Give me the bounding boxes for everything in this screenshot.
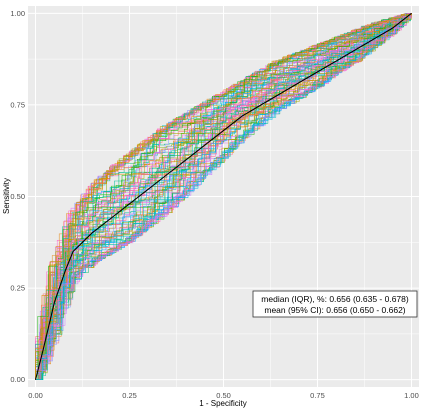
- bootstrap-roc-curve: [35, 13, 412, 380]
- bootstrap-roc-curve: [35, 13, 412, 380]
- bootstrap-roc-curve: [35, 13, 412, 380]
- bootstrap-roc-curve: [35, 13, 412, 380]
- y-tick-label: 0.00: [10, 375, 25, 384]
- bootstrap-roc-curve: [35, 13, 412, 380]
- y-tick-label: 0.75: [10, 100, 25, 109]
- x-tick-label: 0.50: [216, 391, 231, 400]
- bootstrap-roc-curve: [35, 13, 412, 380]
- x-tick-labels: 0.00 0.25 0.50 0.75 1.00: [28, 391, 419, 400]
- bootstrap-roc-curve: [35, 13, 412, 380]
- bootstrap-roc-curve: [35, 13, 412, 380]
- bootstrap-roc-curve: [35, 13, 412, 380]
- bootstrap-roc-curve: [35, 13, 412, 380]
- grid-lines: [28, 6, 419, 387]
- y-tick-label: 0.25: [10, 284, 25, 293]
- median-curve-group: [34, 12, 412, 380]
- bootstrap-roc-curve: [35, 13, 412, 380]
- bootstrap-roc-curve: [35, 13, 412, 380]
- bootstrap-roc-curve: [35, 13, 412, 380]
- bootstrap-roc-curve: [35, 13, 412, 380]
- bootstrap-roc-curve: [35, 13, 412, 380]
- bootstrap-roc-curve: [35, 13, 412, 380]
- annotation-box: [252, 290, 418, 318]
- y-tick-label: 1.00: [10, 9, 25, 18]
- auc-annotation: median (IQR), %: 0.656 (0.635 - 0.678) m…: [252, 290, 418, 318]
- y-tick-label: 0.50: [10, 192, 25, 201]
- bootstrap-roc-curve: [35, 13, 412, 380]
- bootstrap-roc-curve: [35, 13, 412, 380]
- x-tick-label: 0.25: [122, 391, 137, 400]
- bootstrap-roc-curve: [35, 13, 412, 380]
- annotation-line-mean: mean (95% CI): 0.656 (0.650 - 0.662): [264, 305, 405, 315]
- bootstrap-roc-curve: [35, 13, 412, 380]
- median-roc-curve: [34, 12, 412, 380]
- x-tick-label: 1.00: [404, 391, 419, 400]
- bootstrap-roc-curve: [35, 13, 412, 380]
- x-axis-label: 1 - Specificity: [199, 399, 247, 408]
- x-tick-label: 0.75: [310, 391, 325, 400]
- bootstrap-roc-curve: [35, 13, 412, 380]
- annotation-line-median: median (IQR), %: 0.656 (0.635 - 0.678): [261, 294, 409, 304]
- bootstrap-roc-curve: [35, 13, 412, 380]
- x-tick-label: 0.00: [28, 391, 43, 400]
- y-tick-labels: 0.00 0.25 0.50 0.75 1.00: [10, 9, 25, 384]
- bootstrap-roc-curve: [35, 13, 412, 380]
- bootstrap-roc-curve: [35, 13, 412, 380]
- y-axis-label: Sensitivity: [2, 178, 11, 214]
